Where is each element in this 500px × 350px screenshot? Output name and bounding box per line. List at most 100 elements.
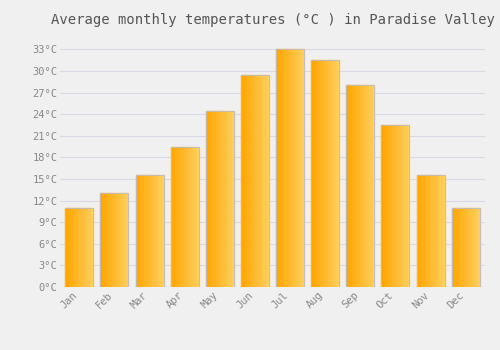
Bar — [254, 75, 255, 287]
Bar — [372, 85, 373, 287]
Bar — [426, 175, 428, 287]
Bar — [362, 85, 363, 287]
Bar — [156, 175, 158, 287]
Bar — [425, 175, 426, 287]
Bar — [300, 49, 302, 287]
Bar — [452, 208, 479, 287]
Bar — [358, 85, 359, 287]
Bar — [120, 194, 122, 287]
Bar — [140, 175, 141, 287]
Bar — [66, 208, 94, 287]
Bar — [246, 75, 248, 287]
Bar — [151, 175, 152, 287]
Bar — [436, 175, 438, 287]
Bar — [150, 175, 151, 287]
Bar — [400, 125, 401, 287]
Bar — [123, 194, 124, 287]
Bar — [148, 175, 150, 287]
Bar — [158, 175, 160, 287]
Bar — [322, 60, 324, 287]
Bar — [178, 147, 179, 287]
Bar — [108, 194, 109, 287]
Bar — [66, 208, 68, 287]
Bar — [350, 85, 352, 287]
Bar — [331, 60, 332, 287]
Bar — [280, 49, 281, 287]
Bar — [127, 194, 128, 287]
Bar — [439, 175, 440, 287]
Bar — [136, 175, 137, 287]
Bar — [100, 194, 102, 287]
Bar — [382, 125, 383, 287]
Bar — [314, 60, 316, 287]
Bar — [160, 175, 161, 287]
Bar — [122, 194, 123, 287]
Bar — [102, 194, 103, 287]
Bar — [312, 60, 314, 287]
Bar — [231, 111, 232, 287]
Bar — [391, 125, 392, 287]
Bar — [356, 85, 358, 287]
Bar — [422, 175, 424, 287]
Bar — [161, 175, 162, 287]
Bar — [290, 49, 292, 287]
Bar — [452, 208, 453, 287]
Bar — [218, 111, 220, 287]
Bar — [429, 175, 430, 287]
Bar — [404, 125, 406, 287]
Bar — [147, 175, 148, 287]
Bar — [124, 194, 126, 287]
Bar — [420, 175, 422, 287]
Bar — [418, 175, 420, 287]
Bar — [294, 49, 296, 287]
Bar — [354, 85, 356, 287]
Bar — [466, 208, 467, 287]
Bar — [430, 175, 432, 287]
Bar — [311, 60, 339, 287]
Bar — [224, 111, 226, 287]
Bar — [458, 208, 460, 287]
Bar — [138, 175, 140, 287]
Bar — [180, 147, 182, 287]
Bar — [467, 208, 468, 287]
Bar — [297, 49, 298, 287]
Bar — [175, 147, 176, 287]
Bar — [186, 147, 188, 287]
Bar — [100, 194, 128, 287]
Bar — [318, 60, 320, 287]
Bar — [162, 175, 164, 287]
Bar — [194, 147, 196, 287]
Bar — [292, 49, 293, 287]
Bar — [206, 111, 207, 287]
Bar — [279, 49, 280, 287]
Bar — [435, 175, 436, 287]
Bar — [428, 175, 429, 287]
Bar — [416, 175, 418, 287]
Bar — [366, 85, 368, 287]
Bar — [462, 208, 463, 287]
Bar — [170, 147, 172, 287]
Bar — [89, 208, 90, 287]
Bar — [75, 208, 76, 287]
Bar — [288, 49, 290, 287]
Bar — [330, 60, 331, 287]
Bar — [320, 60, 321, 287]
Bar — [80, 208, 82, 287]
Bar — [250, 75, 252, 287]
Bar — [370, 85, 372, 287]
Bar — [113, 194, 114, 287]
Bar — [118, 194, 120, 287]
Bar — [85, 208, 86, 287]
Bar — [284, 49, 286, 287]
Bar — [154, 175, 155, 287]
Bar — [408, 125, 410, 287]
Bar — [468, 208, 470, 287]
Bar — [397, 125, 398, 287]
Bar — [255, 75, 256, 287]
Bar — [179, 147, 180, 287]
Bar — [71, 208, 72, 287]
Bar — [416, 175, 444, 287]
Bar — [432, 175, 434, 287]
Title: Average monthly temperatures (°C ) in Paradise Valley: Average monthly temperatures (°C ) in Pa… — [50, 13, 494, 27]
Bar — [388, 125, 390, 287]
